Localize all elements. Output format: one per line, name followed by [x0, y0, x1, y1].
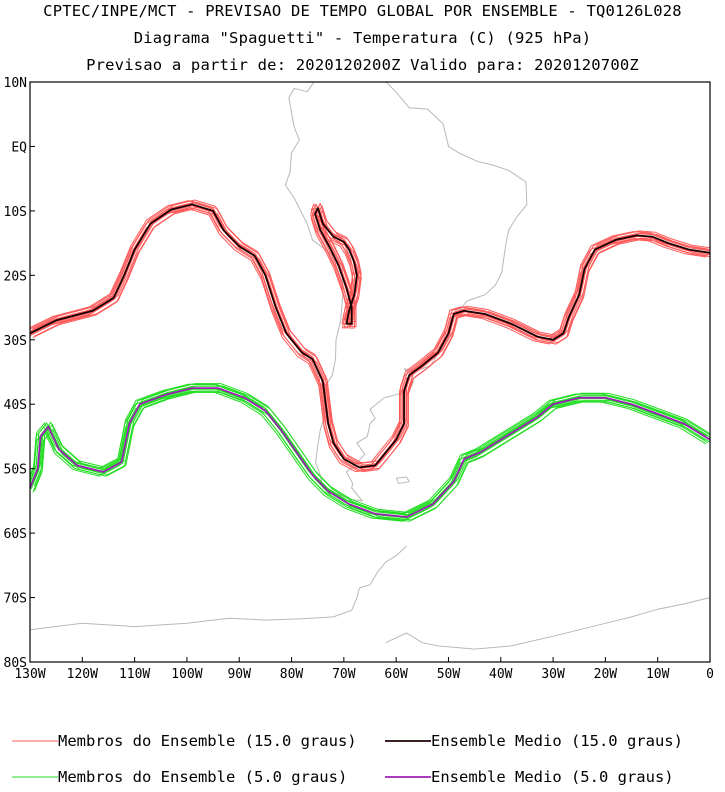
x-tick-label-4: 90W [227, 667, 251, 682]
y-tick-label-3: 20S [4, 269, 27, 284]
y-tick-label-1: EQ [11, 140, 27, 155]
x-tick-label-7: 60W [384, 667, 408, 682]
member-15-line-9-1 [317, 203, 360, 320]
chart-title-line-1: CPTEC/INPE/MCT - PREVISAO DE TEMPO GLOBA… [43, 2, 682, 20]
chart-title-line-3: Previsao a partir de: 2020120200Z Valido… [86, 56, 639, 74]
member-5-line-5-0 [30, 384, 709, 514]
x-tick-label-3: 100W [171, 667, 202, 682]
y-tick-label-6: 50S [4, 463, 27, 478]
member-5-line-1-0 [30, 385, 710, 516]
legend-label-2: Membros do Ensemble (5.0 graus) [58, 768, 347, 786]
y-tick-label-7: 60S [4, 527, 27, 542]
legend-label-0: Membros do Ensemble (15.0 graus) [58, 732, 357, 750]
x-tick-label-13: 0 [706, 667, 714, 682]
member-15-line-10-1 [310, 207, 354, 325]
legend-label-3: Ensemble Medio (5.0 graus) [431, 768, 674, 786]
x-tick-label-8: 50W [437, 667, 461, 682]
x-tick-label-9: 40W [489, 667, 513, 682]
y-tick-label-0: 10N [4, 76, 27, 91]
coastline-0 [284, 82, 528, 502]
basemap-coastlines [30, 82, 710, 650]
x-tick-label-1: 120W [67, 667, 98, 682]
x-tick-label-11: 20W [594, 667, 618, 682]
axes: 130W 120W 110W 100W 90W 80W 70W 60W 50W 40W 30W 20W… [4, 76, 714, 682]
y-tick-label-8: 70S [4, 592, 27, 607]
member-15-line-7-1 [310, 211, 354, 329]
x-tick-label-2: 110W [119, 667, 150, 682]
mean-5-line-0 [30, 387, 710, 518]
y-tick-label-5: 40S [4, 398, 27, 413]
contour-series [30, 199, 710, 522]
legend-label-1: Ensemble Medio (15.0 graus) [431, 732, 683, 750]
chart-title-line-2: Diagrama "Spaguetti" - Temperatura (C) (… [133, 29, 592, 47]
y-tick-label-4: 30S [4, 334, 27, 349]
member-15-line-10-0 [30, 203, 706, 469]
mean-15-line-0 [30, 203, 710, 469]
coastline-2 [30, 545, 407, 631]
coastline-3 [385, 597, 710, 650]
mean-15-line-1 [314, 207, 358, 325]
y-tick-label-2: 10S [4, 205, 27, 220]
x-tick-label-6: 70W [332, 667, 356, 682]
legend: Membros do Ensemble (15.0 graus) Ensemble… [12, 732, 683, 786]
x-tick-label-0: 130W [14, 667, 45, 682]
member-5-line-4-0 [30, 390, 709, 521]
plot-frame [29, 81, 711, 663]
x-tick-label-10: 30W [541, 667, 565, 682]
x-tick-label-12: 10W [646, 667, 670, 682]
member-5-line-9-0 [32, 383, 710, 514]
member-15-line-9-0 [32, 199, 710, 464]
y-tick-label-9: 80S [4, 656, 27, 671]
member-5-line-10-0 [30, 387, 706, 518]
member-5-line-7-0 [30, 391, 707, 522]
x-tick-label-5: 80W [280, 667, 304, 682]
coastline-1 [395, 476, 410, 485]
